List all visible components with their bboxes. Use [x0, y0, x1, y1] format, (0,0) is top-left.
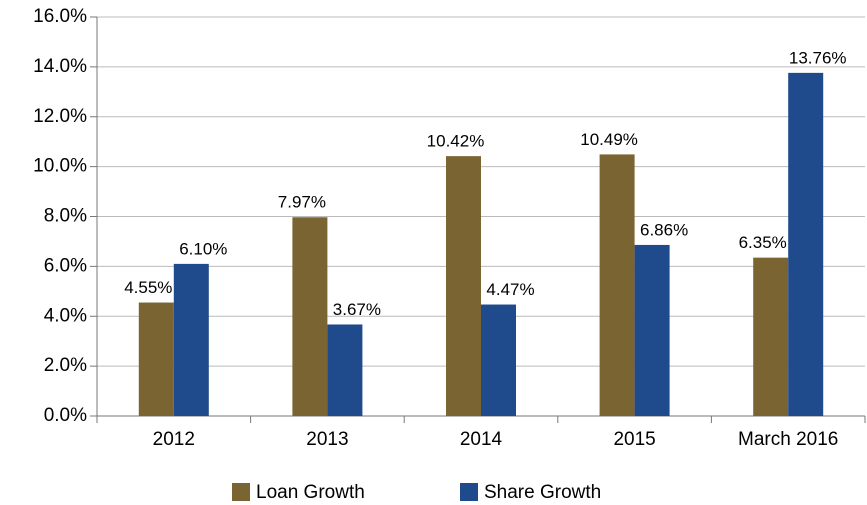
- bar: [138, 302, 174, 416]
- y-tick-label: 0.0%: [44, 405, 87, 426]
- value-label: 4.55%: [124, 278, 172, 297]
- x-tick-label: 2013: [306, 429, 348, 450]
- x-tick-label: March 2016: [738, 429, 838, 450]
- x-tick-label: 2014: [460, 429, 503, 450]
- legend-label: Loan Growth: [256, 482, 365, 503]
- bar: [173, 263, 209, 416]
- y-tick-label: 4.0%: [44, 305, 87, 326]
- bar: [753, 257, 789, 416]
- x-tick-label: 2012: [153, 429, 195, 450]
- bar: [446, 156, 481, 416]
- value-label: 3.67%: [333, 300, 381, 319]
- y-tick-label: 2.0%: [44, 355, 87, 376]
- legend-swatch: [232, 483, 250, 501]
- value-label: 6.10%: [179, 239, 227, 258]
- value-label: 6.35%: [739, 233, 787, 252]
- y-tick-label: 10.0%: [33, 156, 87, 177]
- value-label: 6.86%: [640, 220, 688, 239]
- legend-swatch: [460, 483, 478, 501]
- bar: [634, 244, 670, 416]
- value-label: 7.97%: [278, 193, 326, 212]
- bar: [788, 72, 824, 417]
- value-label: 10.42%: [427, 132, 485, 151]
- bar: [327, 324, 363, 416]
- value-label: 10.49%: [580, 130, 638, 149]
- x-tick-label: 2015: [613, 429, 655, 450]
- y-tick-label: 8.0%: [44, 206, 87, 227]
- value-label: 4.47%: [486, 280, 534, 299]
- y-tick-label: 12.0%: [33, 106, 87, 127]
- y-tick-label: 14.0%: [33, 56, 87, 77]
- y-tick-label: 6.0%: [44, 255, 87, 276]
- bar: [481, 304, 516, 416]
- y-tick-label: 16.0%: [33, 6, 87, 27]
- bar: [599, 154, 635, 416]
- legend-label: Share Growth: [484, 482, 601, 503]
- value-label: 13.76%: [789, 48, 847, 67]
- bar: [292, 217, 328, 416]
